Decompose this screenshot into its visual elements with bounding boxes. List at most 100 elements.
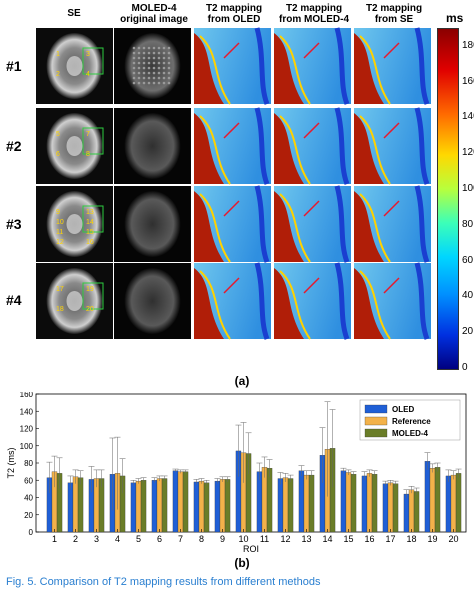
roi-number: 9 bbox=[56, 209, 60, 216]
tile-r4-c3 bbox=[194, 262, 271, 340]
tile-r3-c5 bbox=[354, 185, 431, 263]
bar-moled-4-roi-15 bbox=[350, 474, 357, 533]
tile-r2-c4 bbox=[274, 107, 351, 185]
roi-number: 2 bbox=[56, 71, 60, 78]
bar-moled-4-roi-9 bbox=[224, 479, 231, 533]
roi-number: 3 bbox=[86, 51, 90, 58]
colorbar-tick-label: 0 bbox=[462, 362, 468, 373]
x-tick-label: 2 bbox=[73, 534, 78, 544]
tile-r3-c4 bbox=[274, 185, 351, 263]
tile-r4-c4 bbox=[274, 262, 351, 340]
x-tick-label: 15 bbox=[343, 534, 353, 544]
bar-oled-roi-11 bbox=[256, 471, 263, 533]
bar-oled-roi-7 bbox=[172, 470, 179, 533]
x-tick-label: 9 bbox=[220, 534, 225, 544]
bar-oled-roi-13 bbox=[298, 470, 305, 533]
bar-oled-roi-2 bbox=[67, 482, 74, 533]
legend-label: MOLED-4 bbox=[392, 429, 429, 438]
x-tick-label: 19 bbox=[427, 534, 437, 544]
roi-number: 20 bbox=[86, 306, 94, 313]
y-tick-label: 100 bbox=[20, 442, 34, 451]
bar-oled-roi-6 bbox=[151, 480, 158, 533]
col-header-t2-se: T2 mapping from SE bbox=[365, 3, 423, 25]
tile-r1-c3 bbox=[194, 27, 271, 105]
x-tick-label: 18 bbox=[406, 534, 416, 544]
bar-oled-roi-12 bbox=[277, 478, 284, 533]
bar-moled-4-roi-7 bbox=[182, 471, 189, 533]
row-label-3: #3 bbox=[6, 216, 22, 232]
bar-oled-roi-17 bbox=[382, 483, 389, 533]
y-tick-label: 140 bbox=[20, 407, 34, 416]
y-tick-label: 80 bbox=[24, 459, 33, 468]
roi-number: 5 bbox=[56, 131, 60, 138]
roi-number: 18 bbox=[56, 306, 64, 313]
x-tick-label: 1 bbox=[52, 534, 57, 544]
y-tick-label: 160 bbox=[20, 392, 34, 399]
roi-number: 6 bbox=[56, 151, 60, 158]
roi-number: 17 bbox=[56, 286, 64, 293]
roi-number: 8 bbox=[86, 151, 90, 158]
bar-moled-4-roi-20 bbox=[455, 473, 462, 533]
y-tick-label: 0 bbox=[29, 528, 34, 537]
bar-reference-roi-9 bbox=[219, 479, 226, 533]
x-tick-label: 8 bbox=[199, 534, 204, 544]
legend-swatch bbox=[364, 416, 388, 426]
tile-r1-c5 bbox=[354, 27, 431, 105]
col-header-t2-oled: T2 mapping from OLED bbox=[205, 3, 263, 25]
legend-swatch bbox=[364, 404, 388, 414]
tile-r2-c2 bbox=[114, 108, 191, 184]
tile-r4-c5 bbox=[354, 262, 431, 340]
x-tick-label: 14 bbox=[322, 534, 332, 544]
y-tick-label: 120 bbox=[20, 425, 34, 434]
colorbar-tick-label: 40 bbox=[462, 290, 474, 302]
bar-moled-4-roi-11 bbox=[266, 468, 273, 533]
x-tick-label: 5 bbox=[136, 534, 141, 544]
panel-a-label: (a) bbox=[234, 374, 250, 388]
y-axis-label: T2 (ms) bbox=[6, 448, 16, 479]
roi-number: 7 bbox=[86, 131, 90, 138]
bar-reference-roi-20 bbox=[450, 474, 457, 533]
bar-moled-4-roi-13 bbox=[308, 474, 315, 533]
bar-oled-roi-15 bbox=[340, 470, 347, 533]
bar-moled-4-roi-2 bbox=[77, 477, 84, 533]
bar-oled-roi-9 bbox=[214, 480, 221, 533]
bar-moled-4-roi-8 bbox=[203, 482, 210, 533]
tile-r3-c2 bbox=[114, 186, 191, 262]
bar-moled-4-roi-6 bbox=[161, 478, 168, 533]
x-tick-label: 6 bbox=[157, 534, 162, 544]
bar-reference-roi-8 bbox=[198, 480, 205, 533]
bar-moled-4-roi-16 bbox=[371, 474, 378, 533]
colorbar-tick-label: 80 bbox=[462, 218, 474, 230]
bar-oled-roi-8 bbox=[193, 481, 200, 533]
col-header-t2-moled: T2 mapping from MOLED-4 bbox=[279, 3, 349, 25]
bar-moled-4-roi-5 bbox=[140, 480, 147, 533]
x-tick-label: 7 bbox=[178, 534, 183, 544]
tile-r1-c4 bbox=[274, 27, 351, 105]
legend-swatch bbox=[364, 428, 388, 438]
tile-r2-c1: 5 6 7 8 bbox=[36, 108, 113, 184]
y-tick-label: 60 bbox=[24, 476, 33, 485]
roi-number: 14 bbox=[86, 219, 94, 226]
row-label-1: #1 bbox=[6, 58, 22, 74]
colorbar bbox=[437, 28, 459, 370]
tile-r4-c1: 17 18 19 20 bbox=[36, 263, 113, 339]
bar-reference-roi-19 bbox=[429, 468, 436, 533]
bar-oled-roi-5 bbox=[130, 482, 137, 533]
bar-reference-roi-15 bbox=[345, 472, 352, 533]
col-header-moled-original: MOLED-4 original image bbox=[120, 3, 188, 25]
tile-r4-c2 bbox=[114, 263, 191, 339]
row-label-2: #2 bbox=[6, 138, 22, 154]
legend-label: OLED bbox=[392, 405, 414, 414]
roi-number: 10 bbox=[56, 219, 64, 226]
bar-moled-4-roi-17 bbox=[392, 483, 399, 533]
figure-caption: Fig. 5. Comparison of T2 mapping results… bbox=[6, 576, 321, 588]
bar-reference-roi-13 bbox=[303, 474, 310, 533]
x-tick-label: 4 bbox=[115, 534, 120, 544]
roi-number: 11 bbox=[56, 229, 63, 236]
roi-number: 13 bbox=[86, 209, 94, 216]
bar-oled-roi-20 bbox=[445, 475, 452, 533]
tile-r3-c3 bbox=[194, 185, 271, 263]
bar-reference-roi-6 bbox=[156, 478, 163, 533]
row-label-4: #4 bbox=[6, 292, 22, 308]
tile-r1-c1: 1 2 3 4 bbox=[36, 28, 113, 104]
